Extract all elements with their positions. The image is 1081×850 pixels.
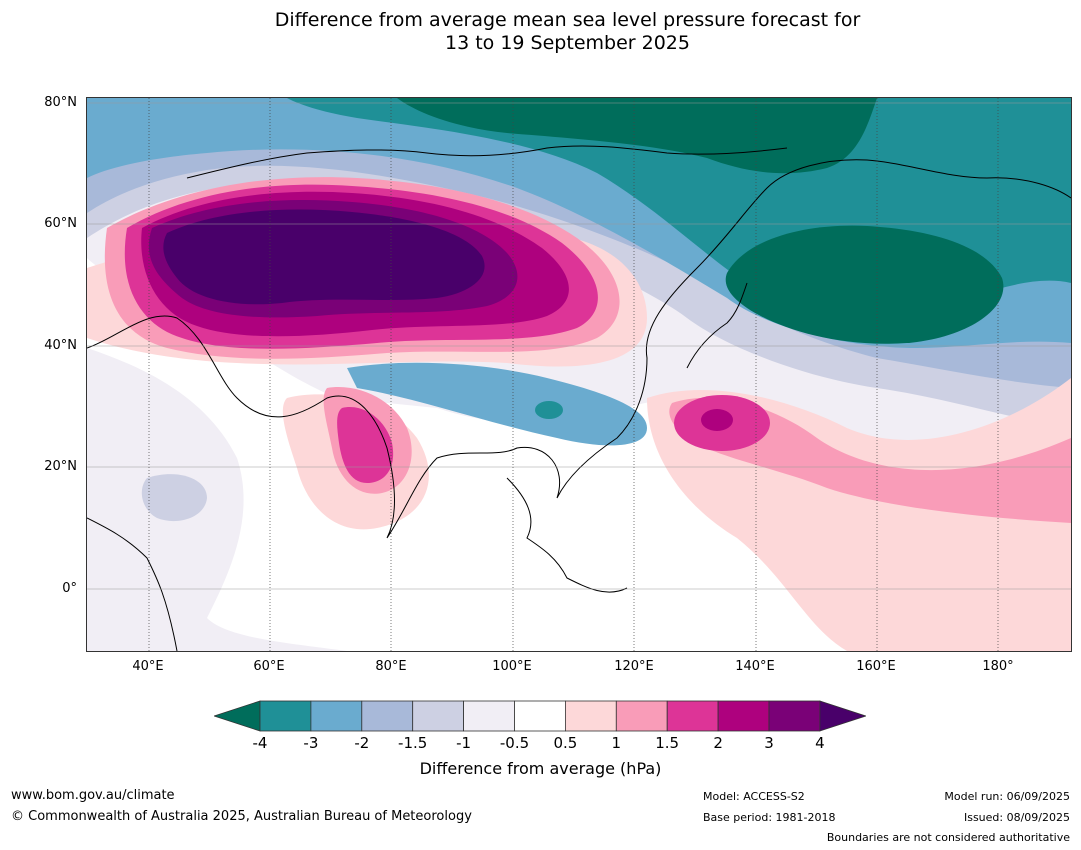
colorbar-tick-label: -2 bbox=[354, 734, 370, 752]
map-title: Difference from average mean sea level p… bbox=[0, 9, 1081, 55]
colorbar-cell bbox=[564, 700, 617, 732]
lat-label-0: 0° bbox=[62, 581, 77, 596]
coastline-arctic bbox=[186, 145, 788, 179]
lon-label-60e: 60°E bbox=[253, 659, 285, 674]
lon-label-140e: 140°E bbox=[735, 659, 775, 674]
colorbar-cell bbox=[615, 700, 668, 732]
lat-label-80n: 80°N bbox=[44, 95, 77, 110]
anomaly-region-blue-core bbox=[535, 401, 563, 419]
colorbar-extend-high bbox=[819, 700, 866, 732]
colorbar-tick-label: 4 bbox=[815, 734, 825, 752]
lat-label-60n: 60°N bbox=[44, 216, 77, 231]
colorbar-tick-label: 1.5 bbox=[655, 734, 680, 752]
map-title-line1: Difference from average mean sea level p… bbox=[274, 9, 861, 31]
colorbar bbox=[214, 700, 866, 732]
colorbar-tick-label: 0.5 bbox=[553, 734, 578, 752]
lon-label-100e: 100°E bbox=[492, 659, 532, 674]
footer-disclaimer: Boundaries are not considered authoritat… bbox=[826, 831, 1070, 844]
lon-label-40e: 40°E bbox=[132, 659, 164, 674]
anomaly-region-pacific-plus-2 bbox=[701, 409, 733, 431]
colorbar-tick-label: 2 bbox=[713, 734, 723, 752]
colorbar-cell bbox=[717, 700, 770, 732]
coastline-eurasia bbox=[87, 159, 1071, 539]
colorbar-cell bbox=[259, 700, 312, 732]
graticule-parallels bbox=[87, 102, 1071, 590]
footer-model: Model: ACCESS-S2 bbox=[703, 790, 805, 803]
anomaly-region-india-plus-1-5 bbox=[337, 407, 394, 483]
coastline-indochina bbox=[506, 477, 628, 593]
anomaly-region-arabia-minus-1 bbox=[141, 474, 207, 522]
colorbar-tick-label: -4 bbox=[252, 734, 268, 752]
anomaly-region-plus-4 bbox=[163, 209, 485, 305]
colorbar-cells bbox=[214, 700, 866, 732]
colorbar-cell bbox=[768, 700, 821, 732]
map-canvas bbox=[87, 98, 1071, 651]
colorbar-tick-label: 3 bbox=[764, 734, 774, 752]
coastline-japan bbox=[686, 282, 748, 369]
footer-issued: Issued: 08/09/2025 bbox=[963, 811, 1070, 824]
colorbar-cell bbox=[463, 700, 515, 732]
lat-label-20n: 20°N bbox=[44, 459, 77, 474]
colorbar-tick-label: -0.5 bbox=[499, 734, 530, 752]
lon-label-160e: 160°E bbox=[856, 659, 896, 674]
graticule-meridians bbox=[148, 98, 999, 651]
colorbar-tick-label: -3 bbox=[303, 734, 319, 752]
colorbar-cell bbox=[666, 700, 719, 732]
footer-copyright: © Commonwealth of Australia 2025, Austra… bbox=[11, 809, 472, 824]
footer-model-run: Model run: 06/09/2025 bbox=[944, 790, 1070, 803]
colorbar-tick-label: -1 bbox=[456, 734, 472, 752]
coastline-africa bbox=[87, 517, 178, 651]
anomaly-region-south-minus-0-5 bbox=[87, 348, 347, 651]
colorbar-tick-label: -1.5 bbox=[398, 734, 428, 752]
lon-label-180: 180° bbox=[982, 659, 1014, 674]
colorbar-cell bbox=[361, 700, 414, 732]
anomaly-region-pacific-plus-1 bbox=[669, 397, 1071, 523]
lat-label-40n: 40°N bbox=[44, 338, 77, 353]
colorbar-extend-low bbox=[214, 700, 261, 732]
anomaly-region-blue-tongue bbox=[347, 362, 647, 446]
lon-label-120e: 120°E bbox=[614, 659, 654, 674]
anomaly-region-minus-4-east bbox=[725, 225, 1004, 344]
pressure-anomaly-map bbox=[86, 97, 1072, 652]
footer-website[interactable]: www.bom.gov.au/climate bbox=[11, 788, 175, 803]
lon-label-80e: 80°E bbox=[375, 659, 407, 674]
anomaly-region-minus-4-north bbox=[397, 98, 877, 174]
footer-base-period: Base period: 1981-2018 bbox=[703, 811, 836, 824]
map-title-line2: 13 to 19 September 2025 bbox=[445, 32, 690, 54]
colorbar-tick-label: 1 bbox=[611, 734, 622, 752]
colorbar-cell bbox=[310, 700, 363, 732]
colorbar-title: Difference from average (hPa) bbox=[419, 759, 662, 778]
colorbar-cell bbox=[412, 700, 464, 732]
colorbar-cell bbox=[514, 700, 566, 732]
